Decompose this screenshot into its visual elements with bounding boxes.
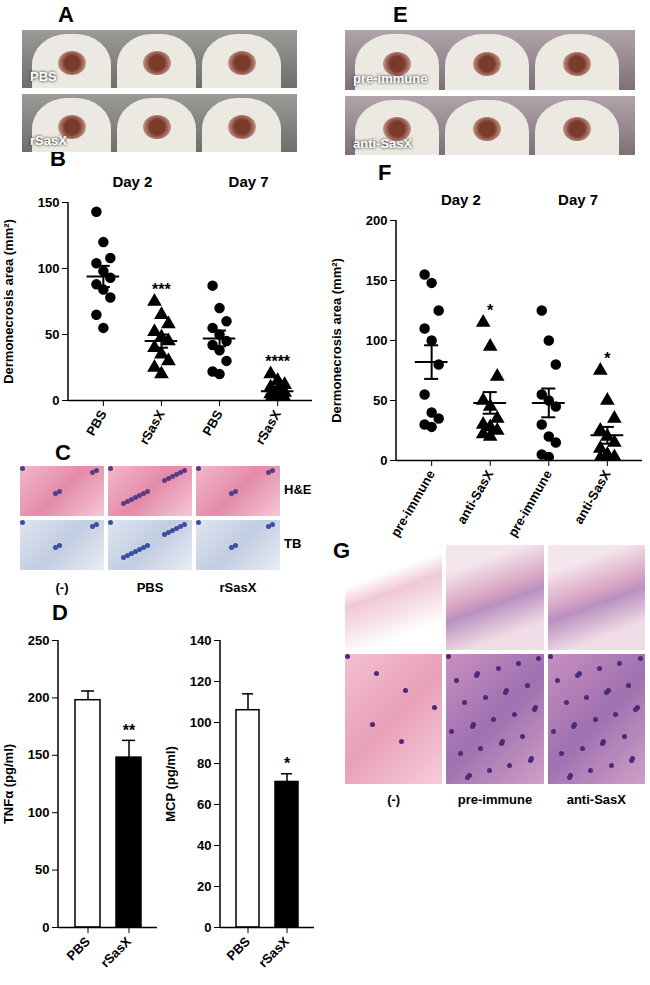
html-text:anti-SasX: anti-SasX [566, 792, 626, 807]
html-text:H&E: H&E [284, 482, 312, 497]
svg-text:*: * [284, 755, 291, 772]
svg-text:150: 150 [28, 747, 50, 762]
svg-text:MCP (pg/ml): MCP (pg/ml) [163, 746, 178, 822]
svg-text:100: 100 [28, 805, 50, 820]
svg-text:0: 0 [380, 453, 387, 468]
svg-text:100: 100 [190, 715, 212, 730]
svg-text:200: 200 [28, 690, 50, 705]
svg-text:0: 0 [204, 920, 211, 935]
svg-text:50: 50 [35, 862, 49, 877]
html-text:F: F [378, 160, 392, 185]
html-text:E: E [393, 2, 408, 27]
svg-text:120: 120 [190, 674, 212, 689]
svg-text:rSasX: rSasX [255, 934, 292, 971]
svg-text:pre-immune: pre-immune [388, 468, 438, 540]
svg-text:150: 150 [38, 195, 60, 210]
svg-text:TNFα (pg/ml): TNFα (pg/ml) [1, 744, 16, 824]
svg-text:40: 40 [197, 838, 211, 853]
html-text:pre-immune: pre-immune [353, 70, 428, 86]
svg-text:Dermonecrosis area (mm²): Dermonecrosis area (mm²) [1, 219, 16, 384]
svg-text:Day 7: Day 7 [229, 173, 269, 190]
html-text:PBS: PBS [136, 580, 164, 595]
svg-text:PBS: PBS [224, 934, 254, 964]
svg-text:100: 100 [38, 261, 60, 276]
svg-text:pre-immune: pre-immune [505, 468, 555, 540]
html-text:rSasX: rSasX [30, 133, 67, 148]
svg-text:50: 50 [373, 393, 387, 408]
html-text:pre-immune: pre-immune [457, 792, 533, 807]
svg-text:rSasX: rSasX [136, 407, 168, 447]
html-text:B: B [50, 146, 66, 171]
svg-text:0: 0 [52, 393, 59, 408]
svg-text:150: 150 [366, 273, 388, 288]
svg-text:rSasX: rSasX [252, 407, 284, 447]
svg-text:Day 2: Day 2 [112, 173, 152, 190]
svg-text:Day 7: Day 7 [558, 191, 598, 208]
svg-text:200: 200 [366, 213, 388, 228]
svg-text:PBS: PBS [64, 934, 94, 964]
svg-text:Day 2: Day 2 [441, 191, 481, 208]
svg-text:140: 140 [190, 633, 212, 648]
html-text:PBS: PBS [30, 69, 57, 84]
svg-text:80: 80 [197, 756, 211, 771]
html-text:A: A [58, 2, 74, 27]
svg-text:*: * [604, 350, 611, 367]
html-text:G: G [333, 538, 351, 563]
svg-text:250: 250 [28, 633, 50, 648]
svg-text:60: 60 [197, 797, 211, 812]
svg-text:PBS: PBS [199, 407, 226, 438]
html-text:TB: TB [284, 536, 302, 551]
svg-text:****: **** [265, 353, 291, 370]
html-text:D: D [52, 600, 68, 625]
html-text:C: C [55, 440, 71, 465]
svg-text:50: 50 [45, 327, 59, 342]
svg-text:20: 20 [197, 879, 211, 894]
svg-text:**: ** [123, 721, 136, 738]
svg-text:PBS: PBS [83, 407, 110, 438]
svg-text:*: * [487, 302, 494, 319]
svg-text:100: 100 [366, 333, 388, 348]
html-text:anti-SasX: anti-SasX [353, 136, 413, 151]
svg-text:Dermonecrosis area (mm²): Dermonecrosis area (mm²) [329, 258, 344, 423]
svg-text:rSasX: rSasX [97, 934, 134, 971]
svg-text:0: 0 [42, 920, 49, 935]
svg-text:***: *** [152, 281, 171, 298]
svg-text:anti-SasX: anti-SasX [454, 467, 497, 526]
html-text:rSasX: rSasX [219, 580, 257, 595]
svg-text:anti-SasX: anti-SasX [571, 467, 614, 526]
